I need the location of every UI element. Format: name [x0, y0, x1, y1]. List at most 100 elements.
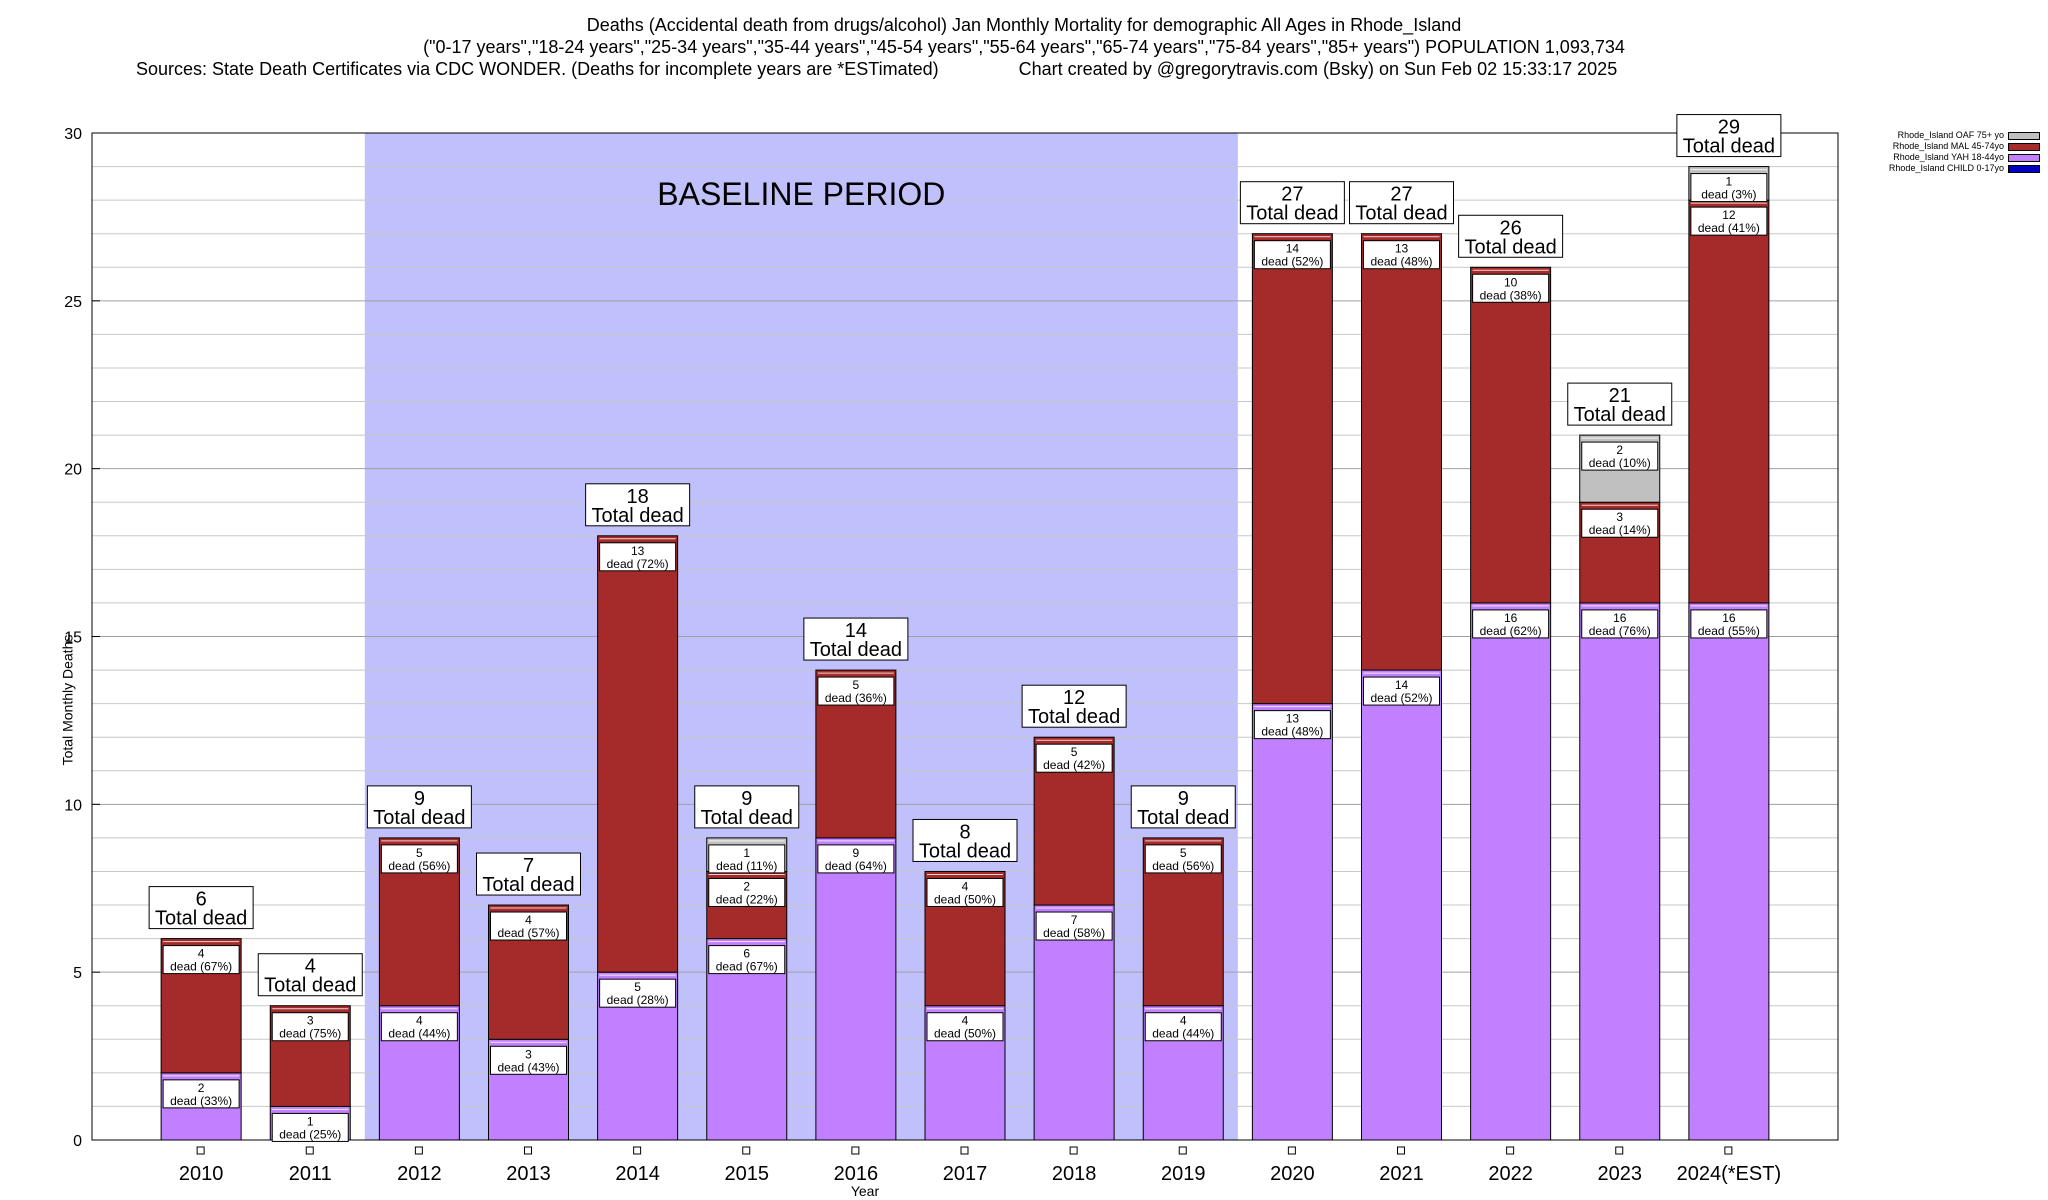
- segment-value-label: 2: [198, 1081, 205, 1095]
- segment-label-box: [1472, 273, 1550, 303]
- segment-label-box: [708, 844, 786, 874]
- segment-label-box: [162, 1079, 240, 1109]
- segment-percent-label: dead (43%): [497, 1060, 559, 1074]
- bar-mal: [1251, 233, 1333, 705]
- x-tick-marker: [305, 1146, 314, 1155]
- segment-label-box: [599, 542, 677, 572]
- segment-label-box: [926, 877, 1004, 907]
- total-value-label: 12: [1063, 687, 1085, 709]
- total-value-label: 9: [741, 788, 752, 810]
- chart-title-block: Deaths (Accidental death from drugs/alco…: [0, 14, 2048, 80]
- legend-swatch-mal: [2008, 142, 2040, 151]
- bar-yah: [1033, 904, 1115, 1141]
- total-dead-label: Total dead: [482, 874, 574, 896]
- total-value-label: 27: [1390, 184, 1412, 206]
- bar-mal: [1688, 199, 1770, 604]
- total-label-box: [1021, 684, 1127, 728]
- x-tick-marker: [1724, 1146, 1733, 1155]
- x-tick-marker: [1397, 1146, 1405, 1155]
- bar-yah: [1361, 669, 1442, 1141]
- x-tick-marker: [1506, 1146, 1515, 1155]
- segment-percent-label: dead (33%): [170, 1094, 232, 1108]
- segment-percent-label: dead (48%): [1261, 725, 1323, 739]
- x-tick-marker: [633, 1146, 642, 1155]
- segment-percent-label: dead (44%): [1152, 1027, 1214, 1041]
- segment-label-box: [926, 1012, 1004, 1042]
- segment-percent-label: dead (75%): [279, 1027, 341, 1041]
- chart-sources-line: Sources: State Death Certificates via CD…: [0, 58, 2048, 80]
- legend-label-child: Rhode_Island CHILD 0-17yo: [1888, 163, 2004, 173]
- segment-percent-label: dead (56%): [388, 859, 450, 873]
- segment-value-label: 5: [1071, 745, 1078, 759]
- segment-value-label: 14: [1395, 678, 1409, 692]
- segment-value-label: 1: [307, 1114, 314, 1128]
- segment-label-box: [1253, 710, 1331, 740]
- x-tick-marker: [1178, 1146, 1187, 1155]
- segment-value-label: 14: [1286, 242, 1300, 256]
- total-dead-label: Total dead: [1683, 136, 1775, 158]
- legend-label-yah: Rhode_Island YAH 18-44yo: [1893, 152, 2004, 162]
- x-tick-marker: [851, 1146, 860, 1155]
- segment-percent-label: dead (64%): [825, 859, 887, 873]
- segment-value-label: 13: [631, 544, 645, 558]
- chart-credit: Chart created by @gregorytravis.com (Bsk…: [1018, 59, 1618, 79]
- segment-label-box: [1363, 240, 1440, 270]
- segment-value-label: 16: [1504, 611, 1518, 625]
- x-tick-label: 2015: [725, 1163, 770, 1185]
- legend-swatch-oaf: [2008, 131, 2040, 140]
- segment-percent-label: dead (72%): [607, 557, 669, 571]
- total-value-label: 29: [1718, 117, 1740, 139]
- segment-value-label: 4: [416, 1014, 423, 1028]
- segment-label-box: [1035, 743, 1113, 773]
- segment-percent-label: dead (25%): [279, 1127, 341, 1141]
- segment-label-box: [1690, 609, 1768, 639]
- x-tick-label: 2012: [397, 1163, 442, 1185]
- segment-percent-label: dead (48%): [1370, 255, 1432, 269]
- y-tick-label: 10: [64, 797, 82, 814]
- segment-value-label: 1: [743, 846, 750, 860]
- segment-label-box: [817, 676, 895, 706]
- total-dead-label: Total dead: [1464, 236, 1556, 258]
- total-value-label: 8: [959, 821, 970, 843]
- x-tick-marker: [196, 1146, 205, 1155]
- total-dead-label: Total dead: [810, 639, 902, 661]
- total-label-box: [803, 617, 909, 661]
- total-label-box: [1458, 214, 1564, 258]
- total-value-label: 26: [1500, 217, 1522, 239]
- bar-yah: [1688, 602, 1770, 1141]
- x-tick-label: 2020: [1270, 1163, 1315, 1185]
- segment-value-label: 1: [1726, 175, 1733, 189]
- x-tick-label: 2014: [615, 1163, 660, 1185]
- x-tick-label: 2019: [1161, 1163, 1206, 1185]
- segment-percent-label: dead (11%): [716, 859, 777, 873]
- segment-label-box: [708, 877, 786, 907]
- x-tick-label: 2011: [289, 1163, 332, 1185]
- segment-value-label: 5: [416, 846, 423, 860]
- x-axis-label: Year: [851, 1183, 880, 1199]
- segment-label-box: [1035, 911, 1113, 941]
- y-tick-label: 15: [64, 630, 82, 647]
- segment-percent-label: dead (57%): [497, 926, 559, 940]
- total-label-box: [366, 785, 472, 829]
- segment-label-box: [1472, 609, 1550, 639]
- total-value-label: 6: [196, 889, 207, 911]
- chart-legend: Rhode_Island OAF 75+ yo Rhode_Island MAL…: [1889, 130, 2040, 174]
- bar-yah: [1251, 703, 1333, 1141]
- x-tick-label: 2017: [943, 1163, 988, 1185]
- bar-mal: [1361, 233, 1442, 671]
- total-value-label: 14: [845, 620, 867, 642]
- chart-subtitle: ("0-17 years","18-24 years","25-34 years…: [423, 37, 1625, 57]
- total-label-box: [257, 953, 363, 997]
- y-axis-label: Total Monthly Deaths: [59, 634, 76, 766]
- total-label-box: [1676, 114, 1782, 158]
- total-value-label: 18: [627, 486, 649, 508]
- segment-percent-label: dead (41%): [1698, 221, 1760, 235]
- segment-value-label: 4: [962, 1014, 969, 1028]
- segment-percent-label: dead (76%): [1589, 624, 1651, 638]
- total-label-box: [1349, 181, 1454, 225]
- x-tick-marker: [960, 1146, 969, 1155]
- total-label-box: [1567, 382, 1673, 426]
- total-value-label: 21: [1609, 385, 1631, 407]
- y-tick-label: 30: [64, 126, 82, 143]
- bar-mal: [597, 535, 679, 973]
